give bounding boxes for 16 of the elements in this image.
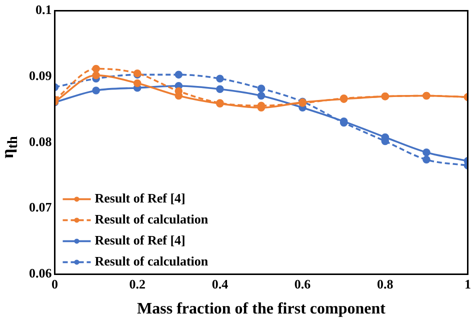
x-tick-label: 0 — [52, 276, 58, 292]
legend-label: Result of calculation — [94, 254, 209, 269]
y-tick-label: 0.09 — [29, 68, 52, 84]
x-tick-label: 0.4 — [212, 276, 229, 292]
legend-label: Result of Ref [4] — [94, 232, 186, 248]
x-axis-title: Mass fraction of the first component — [137, 300, 386, 318]
y-tick-label: 0.08 — [29, 134, 52, 149]
x-tick-label: 1 — [464, 276, 471, 292]
x-tick-label: 0.8 — [377, 276, 394, 292]
legend-label: Result of calculation — [94, 212, 209, 227]
x-tick-label: 0.6 — [294, 276, 312, 292]
x-tick-label: 0.2 — [129, 276, 146, 292]
y-tick-label: 0.07 — [29, 200, 52, 215]
y-tick-label: 0.06 — [29, 266, 52, 281]
y-tick-label: 0.1 — [36, 2, 52, 18]
legend-label: Result of Ref [4] — [94, 190, 186, 206]
